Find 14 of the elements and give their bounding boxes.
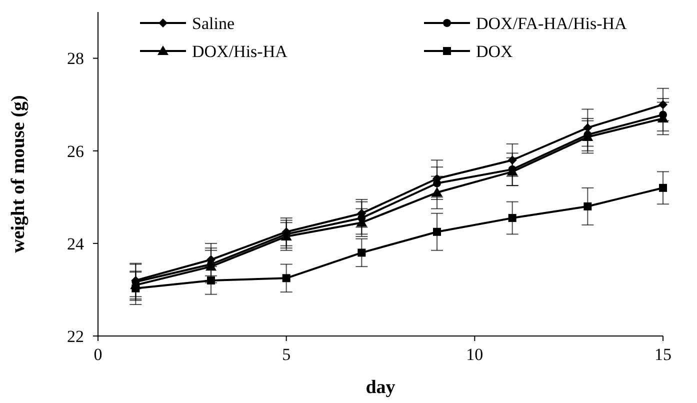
y-tick-label: 24 [67,234,84,254]
y-tick-label: 22 [67,326,84,346]
legend-label: DOX/FA-HA/His-HA [476,14,628,33]
x-tick-label: 10 [466,345,484,364]
x-tick-label: 5 [282,345,291,364]
x-tick-label: 15 [654,345,672,364]
legend-label: Saline [192,14,234,33]
legend-label: DOX [476,42,513,61]
x-tick-label: 0 [94,345,102,364]
x-axis-title: day [366,377,396,398]
legend-label: DOX/His-HA [192,42,288,61]
y-axis-title: weight of mouse (g) [8,95,29,253]
y-tick-label: 26 [67,142,84,161]
y-tick-label: 28 [67,49,84,68]
